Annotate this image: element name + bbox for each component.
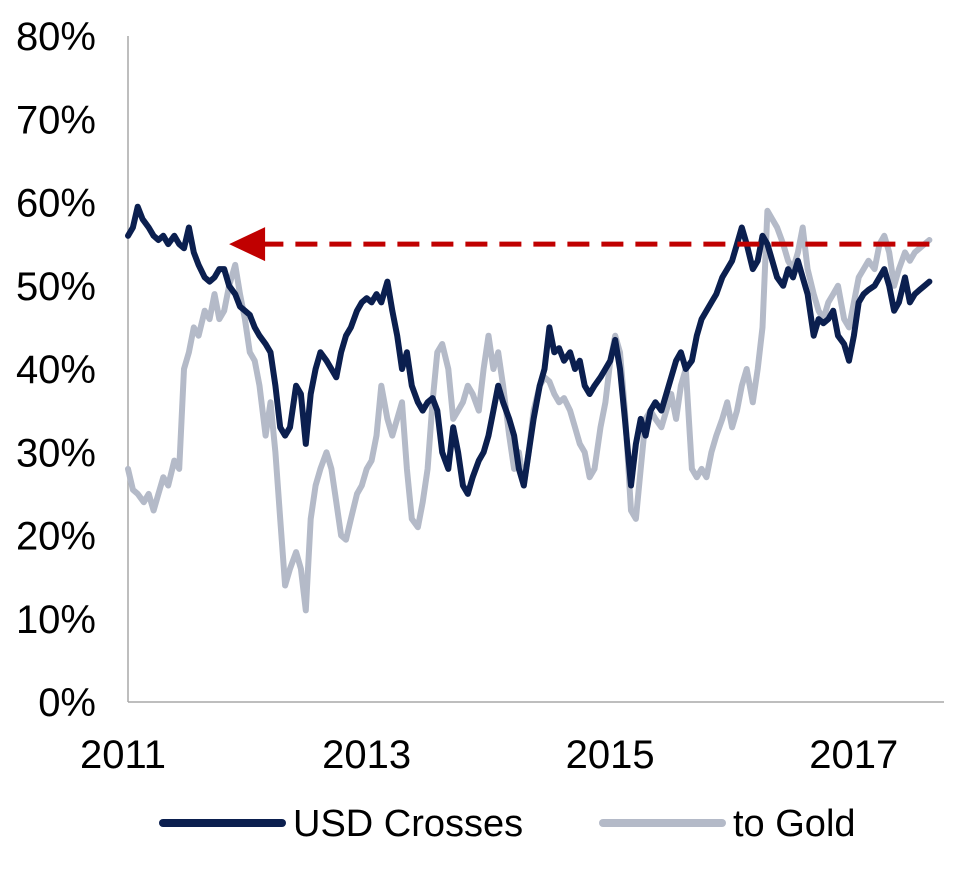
legend-label: to Gold	[733, 803, 856, 845]
y-tick-label: 50%	[16, 265, 96, 309]
legend-label: USD Crosses	[293, 803, 523, 845]
series-layer	[125, 203, 933, 614]
x-tick-label: 2015	[566, 733, 655, 777]
y-tick-label: 40%	[16, 348, 96, 392]
usd-crosses-line	[125, 203, 933, 497]
legend: USD Crosses to Gold	[159, 803, 856, 845]
y-tick-label: 20%	[16, 515, 96, 559]
axes: 0% 10% 20% 30% 40% 50% 60% 70% 80% 2011 2013 2015 20…	[16, 15, 944, 777]
x-tick-label: 2011	[80, 733, 166, 777]
x-tick-label: 2017	[809, 733, 898, 777]
y-tick-label: 60%	[16, 182, 96, 226]
y-tick-label: 70%	[16, 98, 96, 142]
to-gold-line	[125, 207, 933, 614]
y-tick-label: 80%	[16, 15, 96, 59]
annotations	[229, 227, 930, 262]
arrowhead-icon	[229, 227, 266, 262]
y-tick-label: 30%	[16, 431, 96, 475]
y-tick-label: 10%	[16, 598, 96, 642]
x-tick-label: 2013	[322, 733, 411, 777]
y-tick-label: 0%	[38, 681, 96, 725]
